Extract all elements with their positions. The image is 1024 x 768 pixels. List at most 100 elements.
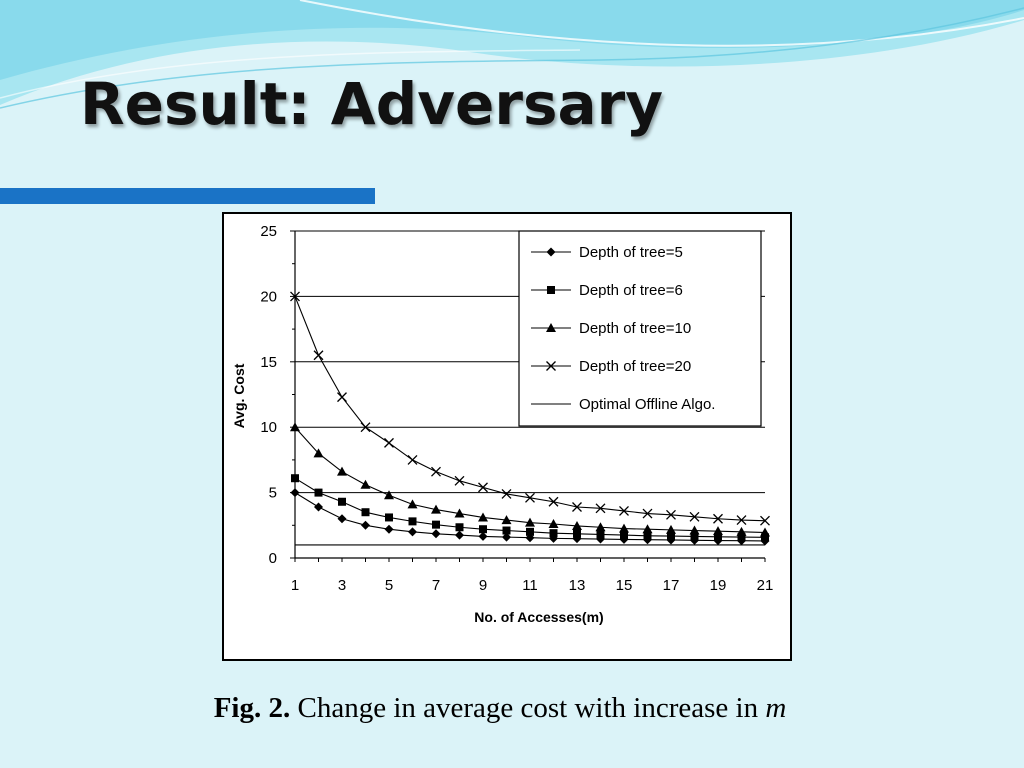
x-tick-label: 17	[663, 577, 680, 594]
x-tick-label: 9	[479, 577, 487, 594]
x-marker-stroke	[478, 482, 488, 493]
legend-marker	[546, 323, 556, 332]
x-marker-stroke	[384, 437, 394, 448]
data-point-series-2	[761, 533, 769, 542]
y-tick-label: 0	[269, 550, 277, 567]
data-point-series-3	[689, 525, 700, 535]
data-point-series-3	[525, 517, 535, 527]
figure-caption: Fig. 2. Change in average cost with incr…	[0, 692, 1000, 725]
data-point-series-1	[290, 488, 300, 498]
x-tick-label: 3	[338, 577, 346, 594]
data-point-series-2	[526, 527, 534, 536]
x-marker-stroke	[595, 503, 606, 514]
legend-label: Depth of tree=10	[579, 320, 691, 337]
data-point-series-4	[595, 503, 606, 514]
data-point-series-2	[502, 526, 511, 535]
data-point-series-4	[713, 513, 723, 524]
data-point-series-4	[501, 488, 512, 499]
x-tick-label: 11	[522, 577, 538, 594]
x-marker-stroke	[666, 509, 676, 520]
x-tick-label: 5	[385, 577, 393, 594]
x-marker-stroke	[454, 475, 465, 486]
x-marker-stroke	[525, 492, 535, 503]
x-marker-stroke	[736, 515, 747, 526]
data-point-series-2	[455, 523, 464, 532]
x-marker-stroke	[501, 488, 512, 499]
y-tick-label: 20	[260, 288, 277, 305]
x-marker-stroke	[713, 513, 723, 524]
data-point-series-3	[454, 508, 465, 518]
data-point-series-4	[689, 511, 700, 522]
caption-text: Change in average cost with increase in	[297, 692, 759, 724]
legend-label: Depth of tree=6	[579, 282, 683, 299]
data-point-series-3	[478, 512, 488, 522]
x-tick-label: 15	[616, 577, 633, 594]
title-accent-bar	[0, 188, 375, 204]
data-point-series-3	[595, 522, 606, 532]
data-point-series-4	[337, 392, 347, 403]
x-marker-stroke	[689, 511, 700, 522]
x-marker-stroke	[572, 502, 582, 512]
legend-label: Depth of tree=20	[579, 358, 691, 375]
data-point-series-3	[736, 526, 747, 536]
data-point-series-3	[337, 466, 347, 476]
legend: Depth of tree=5 Depth of tree=6 Depth of t…	[518, 230, 762, 427]
data-point-series-4	[384, 437, 394, 448]
data-point-series-4	[760, 515, 770, 526]
x-marker-stroke	[431, 466, 441, 477]
data-point-series-2	[643, 531, 652, 540]
data-point-series-4	[313, 350, 324, 361]
data-point-series-4	[407, 454, 418, 465]
data-point-series-2	[291, 474, 299, 483]
x-marker-stroke	[360, 422, 371, 433]
data-point-series-1	[314, 502, 323, 512]
data-point-series-4	[525, 492, 535, 503]
data-point-series-3	[384, 490, 394, 500]
data-point-series-1	[384, 524, 394, 534]
data-point-series-2	[573, 529, 581, 538]
legend-marker	[546, 361, 556, 371]
x-axis-label: No. of Accesses(m)	[474, 609, 603, 625]
data-point-series-3	[360, 479, 371, 489]
data-point-series-4	[454, 475, 465, 486]
data-point-series-2	[361, 508, 370, 517]
data-point-series-1	[337, 514, 347, 524]
caption-variable: m	[765, 692, 787, 724]
data-point-series-2	[408, 517, 417, 526]
data-point-series-3	[407, 499, 418, 509]
x-marker-stroke	[337, 392, 347, 403]
data-point-series-4	[642, 508, 653, 519]
data-point-series-3	[431, 504, 441, 514]
x-tick-label: 13	[569, 577, 586, 594]
data-point-series-4	[572, 502, 582, 512]
data-point-series-4	[736, 515, 747, 526]
series-markers	[290, 291, 770, 546]
data-point-series-2	[596, 530, 605, 539]
data-point-series-2	[314, 488, 323, 497]
data-point-series-3	[619, 523, 629, 533]
data-point-series-1	[478, 531, 488, 541]
data-point-series-2	[385, 513, 393, 522]
y-tick-label: 5	[269, 485, 277, 502]
data-point-series-3	[666, 524, 676, 534]
data-point-series-3	[713, 526, 723, 536]
x-tick-label: 1	[291, 577, 299, 594]
data-point-series-2	[549, 529, 558, 538]
data-point-series-3	[501, 515, 512, 525]
data-point-series-1	[408, 527, 417, 537]
data-point-series-1	[361, 520, 370, 530]
data-point-series-2	[667, 532, 675, 541]
data-point-series-4	[666, 509, 676, 520]
y-tick-label: 10	[260, 419, 277, 436]
data-point-series-2	[338, 497, 346, 506]
chart-frame: 0 5 10 15 20 25 1 3 5 7 9 11 13 15 17 19 21 Depth of tre…	[222, 212, 792, 661]
caption-figure-number: Fig. 2.	[213, 692, 291, 724]
data-point-series-4	[360, 422, 371, 433]
data-point-series-2	[432, 520, 440, 529]
data-point-series-3	[572, 520, 582, 530]
data-point-series-3	[642, 524, 653, 534]
x-marker-stroke	[546, 361, 556, 371]
x-marker-stroke	[313, 350, 324, 361]
